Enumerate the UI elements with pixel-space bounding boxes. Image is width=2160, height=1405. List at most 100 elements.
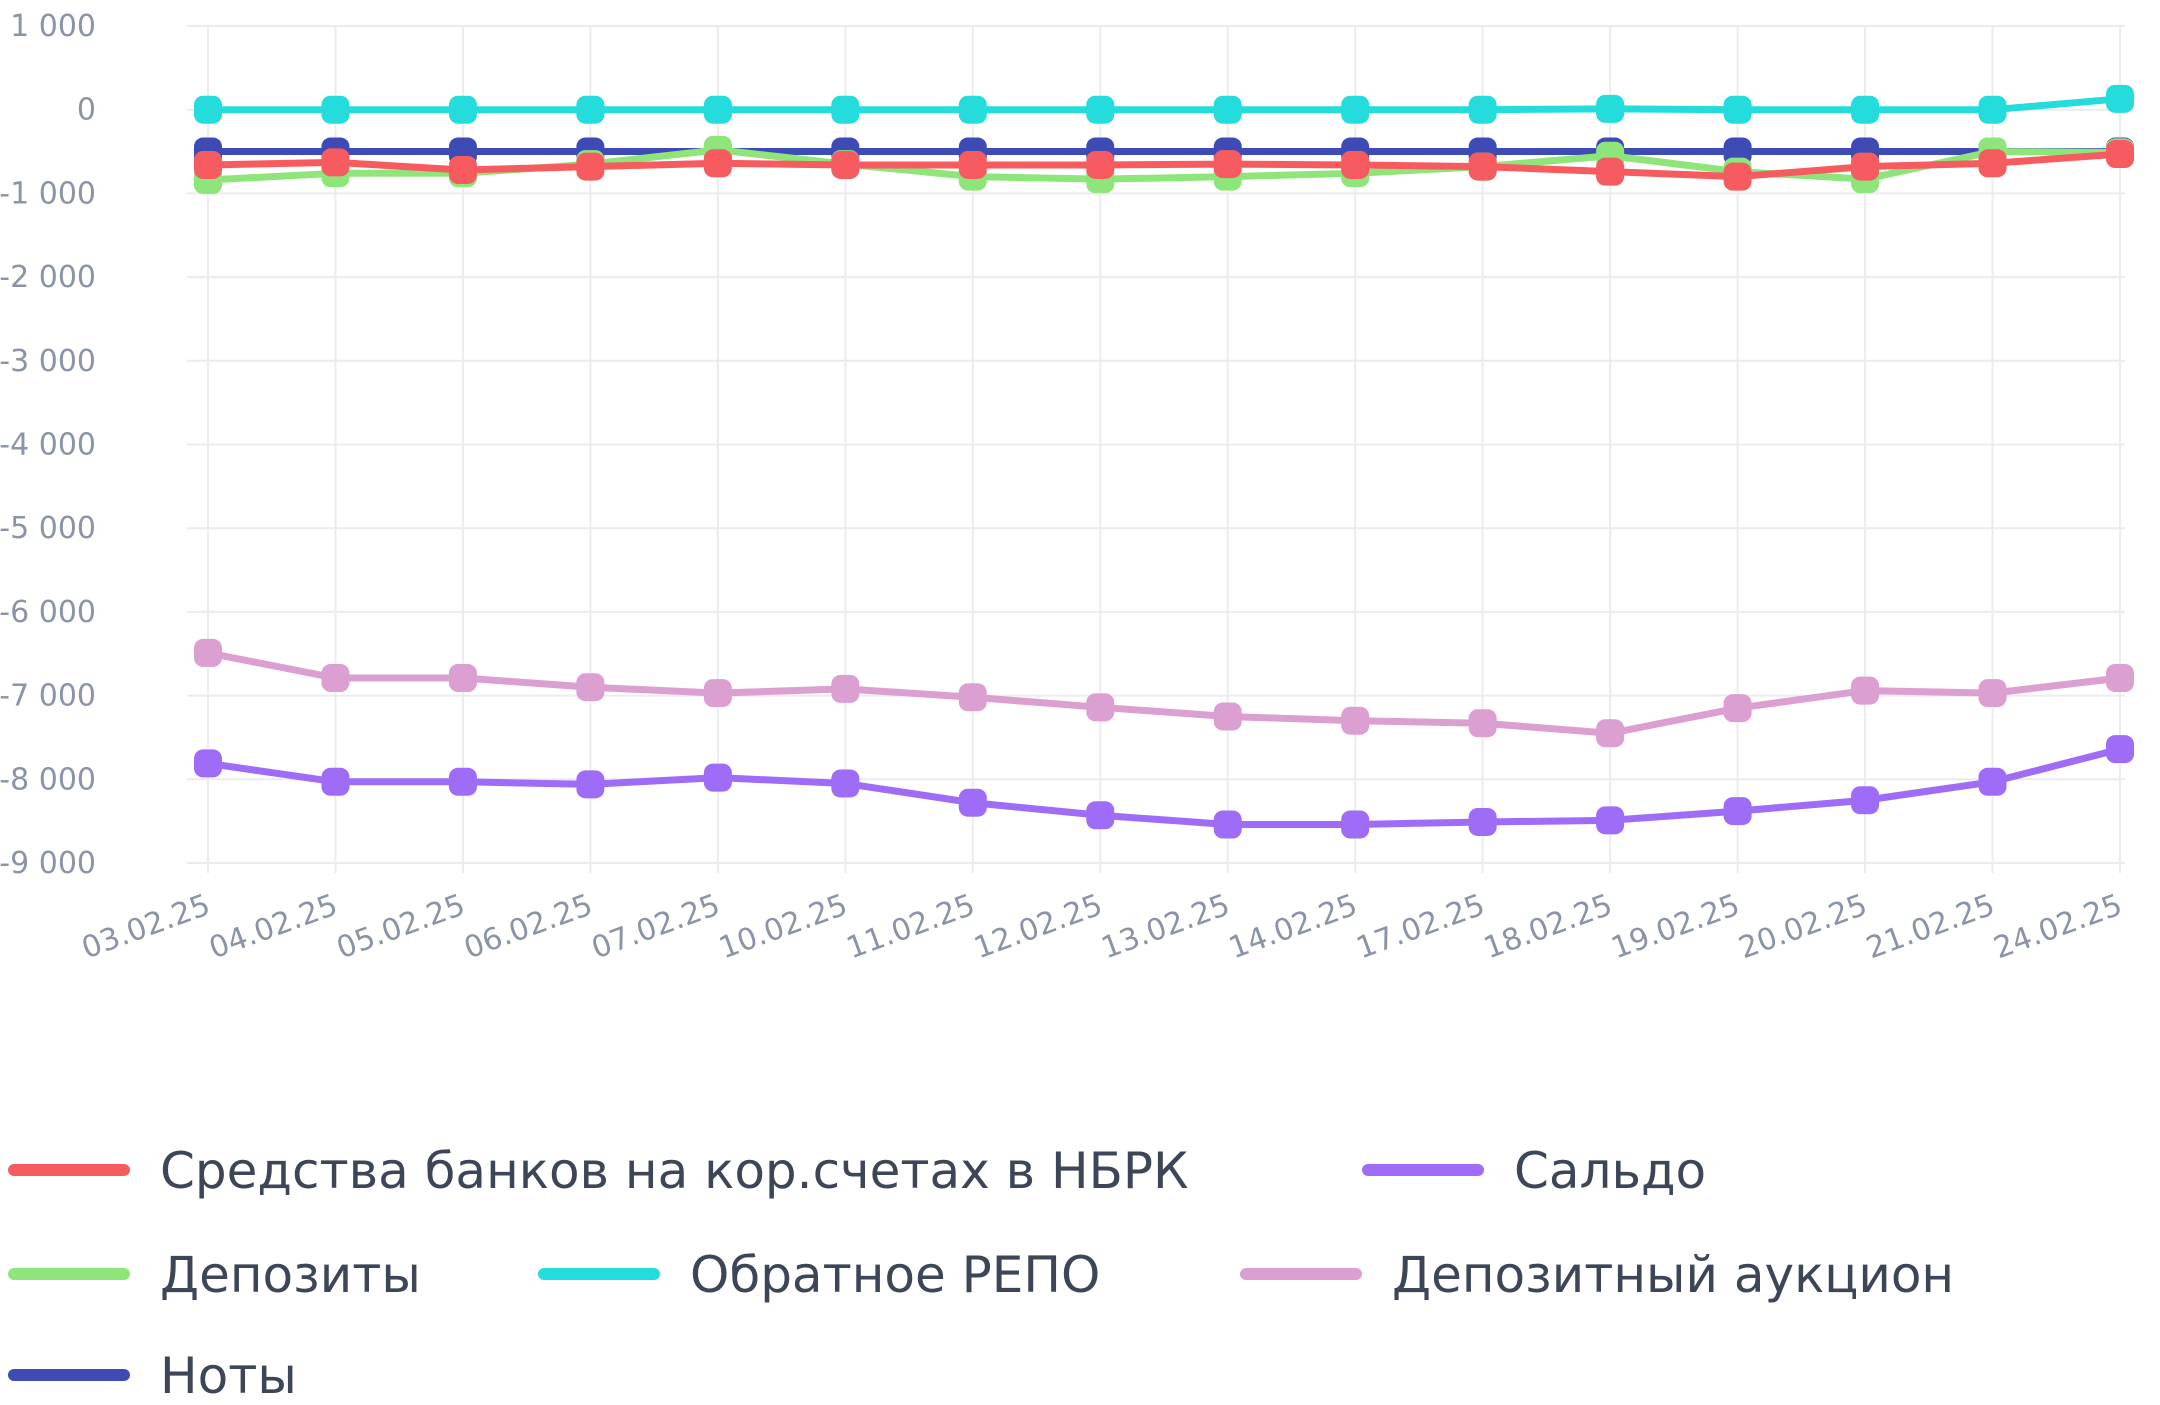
data-point[interactable] [1596, 719, 1625, 748]
data-point[interactable] [1086, 693, 1115, 722]
data-point[interactable] [831, 95, 860, 124]
data-point[interactable] [831, 674, 860, 703]
data-point[interactable] [1468, 95, 1497, 124]
data-point[interactable] [1723, 694, 1752, 723]
data-point[interactable] [703, 763, 732, 792]
legend: Средства банков на кор.счетах в НБРК Саль… [8, 1142, 1954, 1405]
data-point[interactable] [1723, 797, 1752, 826]
x-tick-label: 10.02.25 [715, 888, 853, 967]
data-point[interactable] [2106, 664, 2134, 693]
data-point[interactable] [1723, 95, 1752, 124]
data-point[interactable] [321, 148, 350, 177]
data-point[interactable] [1978, 679, 2007, 708]
y-tick-label: 0 [77, 93, 96, 128]
data-point[interactable] [958, 788, 987, 817]
x-tick-label: 24.02.25 [1989, 888, 2127, 967]
legend-label: Сальдо [1514, 1142, 1706, 1200]
data-point[interactable] [703, 149, 732, 178]
data-point[interactable] [1086, 150, 1115, 179]
y-tick-label: -8 000 [0, 762, 96, 797]
data-point[interactable] [958, 150, 987, 179]
data-point[interactable] [1596, 157, 1625, 186]
x-tick-label: 06.02.25 [460, 888, 598, 967]
data-point[interactable] [2106, 84, 2134, 113]
data-point[interactable] [1978, 767, 2007, 796]
legend-item[interactable]: Сальдо [1362, 1142, 1706, 1200]
x-tick-label: 14.02.25 [1224, 888, 1362, 967]
legend-item[interactable]: Средства банков на кор.счетах в НБРК [8, 1142, 1189, 1200]
x-tick-label: 05.02.25 [332, 888, 470, 967]
data-point[interactable] [703, 95, 732, 124]
data-point[interactable] [958, 95, 987, 124]
data-point[interactable] [1851, 786, 1880, 815]
data-point[interactable] [1086, 95, 1115, 124]
data-point[interactable] [1341, 810, 1370, 839]
series-line [207, 649, 2121, 737]
data-point[interactable] [576, 673, 605, 702]
legend-item[interactable]: Депозитный аукцион [1240, 1246, 1954, 1304]
legend-item[interactable]: Депозиты [8, 1246, 421, 1304]
data-point[interactable] [321, 95, 350, 124]
data-point[interactable] [1468, 152, 1497, 181]
data-point[interactable] [448, 155, 477, 184]
data-point[interactable] [831, 150, 860, 179]
x-tick-label: 19.02.25 [1607, 888, 1745, 967]
data-point[interactable] [194, 150, 222, 179]
series-3 [194, 84, 2134, 124]
data-point[interactable] [1213, 810, 1242, 839]
series-line [207, 150, 2121, 181]
legend-label: Депозитный аукцион [1392, 1246, 1954, 1304]
data-point[interactable] [1341, 95, 1370, 124]
data-point[interactable] [1213, 95, 1242, 124]
legend-item[interactable]: Ноты [8, 1347, 297, 1405]
x-tick-label: 21.02.25 [1862, 888, 2000, 967]
data-point[interactable] [958, 683, 987, 712]
data-point[interactable] [194, 638, 222, 667]
data-point[interactable] [321, 767, 350, 796]
x-tick-label: 20.02.25 [1734, 888, 1872, 967]
data-point[interactable] [1851, 152, 1880, 181]
legend-item[interactable]: Обратное РЕПО [538, 1246, 1100, 1304]
data-point[interactable] [1851, 676, 1880, 705]
data-point[interactable] [1723, 162, 1752, 191]
data-point[interactable] [1468, 709, 1497, 738]
data-point[interactable] [1978, 95, 2007, 124]
data-point[interactable] [1851, 95, 1880, 124]
series-line [207, 745, 2121, 828]
data-point[interactable] [194, 749, 222, 778]
data-point[interactable] [1596, 94, 1625, 123]
data-point[interactable] [576, 95, 605, 124]
data-point[interactable] [576, 152, 605, 181]
data-point[interactable] [1468, 807, 1497, 836]
data-point[interactable] [1596, 806, 1625, 835]
data-point[interactable] [576, 770, 605, 799]
series-line [208, 95, 2121, 114]
data-point[interactable] [194, 95, 222, 124]
data-point[interactable] [1341, 150, 1370, 179]
data-point[interactable] [703, 679, 732, 708]
data-point[interactable] [2106, 140, 2134, 169]
x-tick-label: 12.02.25 [969, 888, 1107, 967]
x-tick-label: 04.02.25 [205, 888, 343, 967]
legend-label: Депозиты [160, 1246, 421, 1304]
y-tick-label: -6 000 [0, 595, 96, 630]
data-point[interactable] [1213, 702, 1242, 731]
x-tick-label: 07.02.25 [587, 888, 725, 967]
x-tick-label: 17.02.25 [1352, 888, 1490, 967]
y-tick-label: 1 000 [10, 9, 96, 44]
data-point[interactable] [448, 95, 477, 124]
y-tick-label: -1 000 [0, 176, 96, 211]
data-point[interactable] [448, 664, 477, 693]
data-point[interactable] [1341, 706, 1370, 735]
data-point[interactable] [1213, 150, 1242, 179]
legend-label: Ноты [160, 1347, 297, 1405]
data-point[interactable] [831, 769, 860, 798]
data-point[interactable] [448, 767, 477, 796]
data-point[interactable] [2106, 735, 2134, 764]
data-point[interactable] [1978, 149, 2007, 178]
data-point[interactable] [1086, 801, 1115, 830]
x-tick-label: 13.02.25 [1097, 888, 1235, 967]
data-point[interactable] [321, 664, 350, 693]
series-4 [194, 638, 2134, 748]
